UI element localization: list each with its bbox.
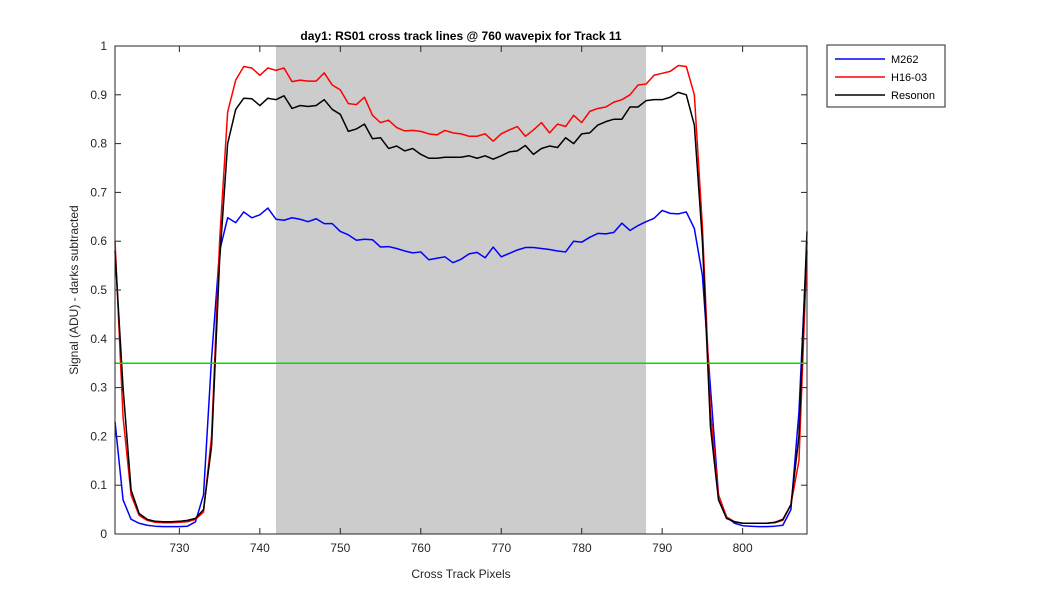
shaded-region — [275, 46, 647, 534]
y-tick-label: 0.8 — [90, 137, 107, 151]
x-axis-ticks: 730 740 750 760 770 780 790 800 — [169, 46, 753, 555]
legend-label-resonon: Resonon — [891, 90, 935, 102]
y-tick-label: 0.4 — [90, 332, 107, 346]
y-tick-label: 0 — [100, 527, 107, 541]
series-line-resonon — [114, 91, 808, 525]
legend-label-m262: M262 — [891, 54, 919, 66]
series-line-h16-03 — [114, 64, 808, 525]
legend-box — [826, 44, 946, 108]
x-tick-label: 730 — [169, 541, 189, 555]
x-tick-label: 770 — [491, 541, 511, 555]
y-tick-label: 1 — [100, 39, 107, 53]
y-tick-label: 0.2 — [90, 429, 107, 443]
x-tick-label: 780 — [572, 541, 592, 555]
y-tick-label: 0.7 — [90, 185, 107, 199]
y-tick-label: 0.9 — [90, 88, 107, 102]
series-layer — [114, 64, 808, 528]
legend-label-h16-03: H16-03 — [891, 72, 927, 84]
y-axis-ticks: 0 0.1 0.2 0.3 0.4 0.5 0.6 0.7 0.8 0.9 1 — [90, 39, 807, 541]
y-tick-label: 0.3 — [90, 381, 107, 395]
x-tick-label: 750 — [330, 541, 350, 555]
x-axis-label: Cross Track Pixels — [411, 567, 510, 581]
y-axis-label: Signal (ADU) - darks subtracted — [67, 205, 81, 374]
x-tick-label: 760 — [411, 541, 431, 555]
series-line-m262 — [114, 207, 808, 528]
x-tick-label: 740 — [250, 541, 270, 555]
x-tick-label: 790 — [652, 541, 672, 555]
legend: M262 H16-03 Resonon — [826, 44, 946, 108]
y-tick-label: 0.6 — [90, 234, 107, 248]
y-tick-label: 0.1 — [90, 478, 107, 492]
shaded-region-layer — [275, 46, 647, 534]
x-tick-label: 800 — [733, 541, 753, 555]
chart-title: day1: RS01 cross track lines @ 760 wavep… — [300, 29, 622, 43]
y-tick-label: 0.5 — [90, 283, 107, 297]
